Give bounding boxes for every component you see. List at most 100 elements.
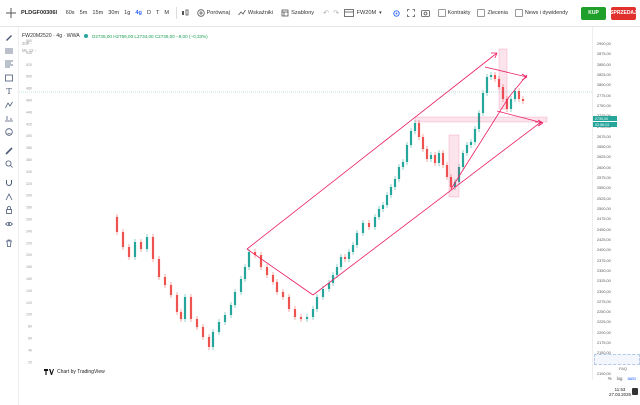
magnet-icon[interactable] — [0, 177, 18, 189]
candle-body — [115, 217, 119, 232]
timeframe-5m[interactable]: 5m — [79, 10, 88, 16]
projection-icon[interactable] — [0, 112, 18, 124]
candle-body — [189, 297, 193, 319]
candle-body — [517, 91, 521, 99]
candle-body — [335, 267, 339, 275]
ruler-icon[interactable] — [0, 145, 18, 157]
lock-icon[interactable] — [0, 204, 18, 216]
percent-scale-toggle[interactable]: % — [607, 376, 612, 381]
horizontal-lines-icon[interactable] — [0, 45, 18, 57]
price-range-band — [414, 116, 548, 123]
price-chart[interactable]: 560 540 520 500 480 460 440 420 400 380 360 340 320 3… — [19, 27, 592, 380]
indicators-button[interactable]: Wskaźniki — [238, 9, 273, 17]
price-axis-label: 2300,00 — [597, 289, 611, 294]
trash-icon[interactable] — [0, 237, 18, 249]
price-axis-label: 2375,00 — [597, 258, 611, 263]
left-scale-label: 380 — [26, 146, 32, 150]
compare-button[interactable]: Porównaj — [196, 9, 230, 17]
candle-body — [449, 177, 453, 187]
candle-body — [501, 87, 505, 99]
left-scale-label: 240 — [26, 229, 32, 233]
tradingview-logo[interactable]: Chart by TradingView — [44, 369, 105, 375]
emoji-icon[interactable] — [0, 126, 18, 138]
text-icon[interactable]: T — [6, 86, 12, 96]
candle-body — [207, 337, 211, 347]
chart-type-button[interactable] — [181, 9, 189, 17]
symbol-search[interactable]: PLDGF00306I — [21, 10, 58, 16]
templates-button[interactable]: Szablony — [281, 9, 314, 17]
price-axis-label: 2750,00 — [597, 103, 611, 108]
left-scale-label: 300 — [26, 194, 32, 198]
crosshair-icon[interactable] — [3, 5, 19, 21]
legend-indicator-1[interactable]: 20P ◦ — [22, 41, 33, 46]
candle-body — [437, 153, 441, 163]
pattern-icon[interactable] — [0, 99, 18, 111]
candles-icon — [181, 9, 189, 17]
checkbox-box — [514, 9, 523, 17]
timeframe-1g[interactable]: 1g — [124, 10, 131, 16]
left-scale-label: 440 — [26, 110, 32, 114]
stay-drawing-icon[interactable] — [0, 191, 18, 203]
timeframe-15m[interactable]: 15m — [92, 10, 104, 16]
price-axis-label: 2250,00 — [597, 310, 611, 315]
candle-body — [157, 259, 161, 277]
text-lines-icon[interactable] — [0, 58, 18, 70]
faq-link[interactable]: FAQ — [618, 366, 627, 371]
sell-button[interactable]: SPRZEDAJ — [610, 6, 637, 20]
candle-body — [211, 332, 215, 347]
legend-indicator-2[interactable]: ML 12 ◦ — [22, 48, 37, 53]
timeframe-4g[interactable]: 4g — [135, 10, 142, 16]
candle-body — [429, 155, 433, 159]
log-scale-toggle[interactable]: log — [616, 376, 623, 381]
camera-icon[interactable] — [420, 9, 430, 17]
price-axis-label: 2825,00 — [597, 72, 611, 77]
candle-body — [401, 162, 405, 167]
candle-body — [489, 75, 493, 77]
left-scale-label: 180 — [26, 265, 32, 269]
left-scale-label: 20 — [28, 360, 32, 364]
toolbar-left: PLDGF00306I 60s 5m 15m 30m 1g 4g D T M P… — [0, 0, 348, 26]
timeframe-60s[interactable]: 60s — [65, 10, 75, 16]
timeframe-t[interactable]: T — [155, 10, 160, 16]
checkbox-box — [477, 9, 486, 17]
left-scale-label: 420 — [26, 122, 32, 126]
price-axis-label: 2525,00 — [597, 196, 611, 201]
range-box — [448, 134, 460, 198]
pencil-icon[interactable] — [0, 31, 18, 43]
timeframe-30m[interactable]: 30m — [108, 10, 120, 16]
arrow-right-top-line — [484, 66, 528, 78]
instrument-selector[interactable]: FW20M ▾ — [343, 9, 382, 17]
left-scale-label: 60 — [28, 337, 32, 341]
rectangle-icon[interactable] — [0, 72, 18, 84]
candle-body — [347, 252, 351, 259]
price-axis-label: 2500,00 — [597, 207, 611, 211]
auto-scale-toggle[interactable]: auto — [627, 376, 636, 381]
redo-icon: ↷ — [333, 10, 340, 17]
fullscreen-icon[interactable] — [406, 9, 415, 17]
buy-button[interactable]: KUP — [581, 6, 606, 20]
top-toolbar: PLDGF00306I 60s 5m 15m 30m 1g 4g D T M P… — [0, 0, 640, 27]
timeframe-d[interactable]: D — [146, 10, 151, 16]
notification-icon[interactable] — [632, 388, 638, 395]
chart-pane[interactable]: 560 540 520 500 480 460 440 420 400 380 360 340 320 3… — [19, 27, 592, 380]
candle-body — [287, 297, 291, 309]
undo-button[interactable]: ↶ ↷ — [322, 9, 340, 17]
timeline-navigator[interactable] — [594, 354, 640, 365]
zoom-in-icon[interactable] — [0, 158, 18, 170]
orders-checkbox[interactable]: Zlecenia — [477, 9, 508, 17]
settings-icon[interactable] — [392, 9, 401, 18]
contracts-checkbox[interactable]: Kontrakty — [437, 9, 470, 17]
news-checkbox[interactable]: News i dywidendy — [514, 9, 568, 17]
candle-body — [247, 252, 251, 267]
news-label: News i dywidendy — [524, 10, 568, 16]
left-scale-label: 320 — [26, 182, 32, 186]
price-axis-label: 2325,00 — [597, 279, 611, 284]
timeframe-m[interactable]: M — [164, 10, 170, 16]
candle-body — [373, 217, 377, 227]
candle-body — [469, 142, 473, 145]
candle-body — [425, 149, 429, 159]
price-axis-label: 2350,00 — [597, 268, 611, 273]
clock-date: 27.03.2025 — [609, 392, 631, 397]
price-axis[interactable]: 2900,00 2875,00 2850,00 2825,00 2800,00 2775,… — [592, 27, 640, 380]
eye-icon[interactable] — [0, 218, 18, 230]
